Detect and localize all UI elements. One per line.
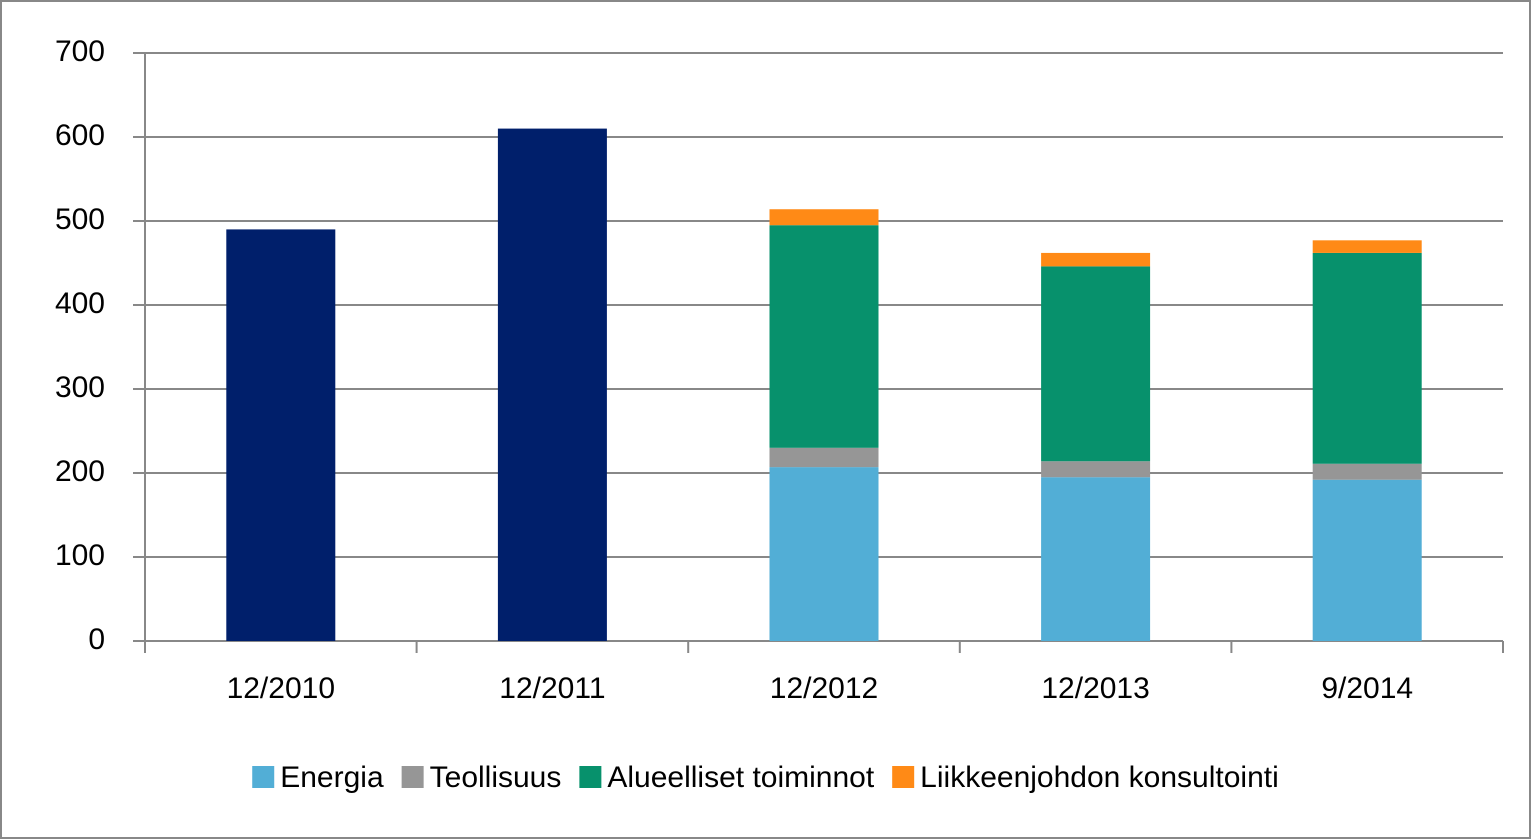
bar-segment	[1312, 479, 1422, 641]
bar-segment	[769, 447, 879, 468]
legend: Energia Teollisuus Alueelliset toiminnot Li…	[252, 761, 1279, 794]
x-tick-label: 12/2012	[770, 672, 878, 705]
bar-segment	[1041, 266, 1151, 462]
legend-label: Teollisuus	[430, 761, 562, 794]
bar-segment	[1312, 240, 1422, 253]
bar-segment	[769, 467, 879, 641]
bar-segment	[769, 225, 879, 448]
legend-label: Alueelliset toiminnot	[607, 761, 874, 794]
legend-swatch	[892, 766, 915, 788]
bar-segment	[1312, 252, 1422, 464]
x-tick-label: 9/2014	[1321, 672, 1413, 705]
y-tick-label: 700	[55, 35, 105, 68]
bar-segment	[1041, 252, 1151, 267]
y-tick-label: 600	[55, 119, 105, 152]
legend-swatch	[401, 766, 424, 788]
bar-segment	[1041, 477, 1151, 641]
bar-segment	[769, 209, 879, 226]
bar-segment	[497, 128, 607, 642]
y-tick-label: 400	[55, 287, 105, 320]
y-tick-label: 300	[55, 371, 105, 404]
x-tick-label: 12/2010	[227, 672, 335, 705]
bar-segment	[1041, 461, 1151, 478]
x-tick-label: 12/2013	[1041, 672, 1149, 705]
y-tick-label: 100	[55, 539, 105, 572]
y-tick-label: 200	[55, 455, 105, 488]
legend-swatch	[252, 766, 275, 788]
legend-label: Energia	[280, 761, 384, 794]
y-tick-label: 0	[88, 623, 105, 656]
y-tick-label: 500	[55, 203, 105, 236]
bar-segment	[226, 229, 336, 641]
x-tick-label: 12/2011	[499, 672, 605, 705]
legend-swatch	[579, 766, 602, 788]
legend-label: Liikkeenjohdon konsultointi	[920, 761, 1279, 794]
bar-segment	[1312, 463, 1422, 480]
